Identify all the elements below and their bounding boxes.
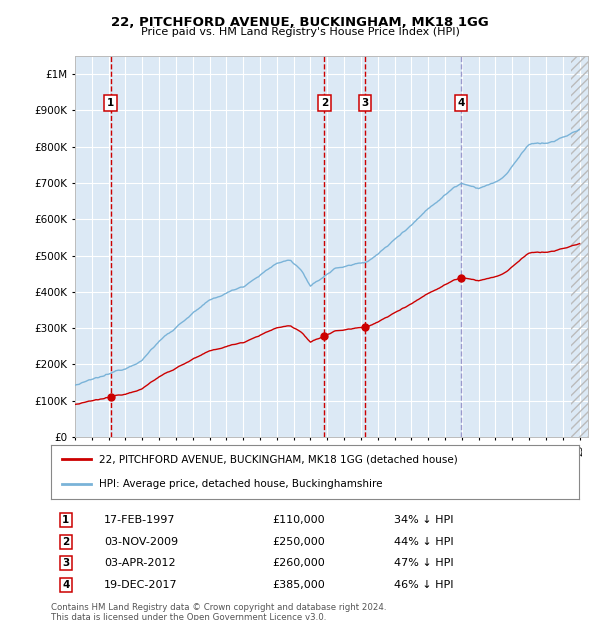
Text: 4: 4	[62, 580, 70, 590]
Text: 17-FEB-1997: 17-FEB-1997	[104, 515, 175, 525]
Text: 22, PITCHFORD AVENUE, BUCKINGHAM, MK18 1GG: 22, PITCHFORD AVENUE, BUCKINGHAM, MK18 1…	[111, 16, 489, 29]
Text: 44% ↓ HPI: 44% ↓ HPI	[394, 537, 454, 547]
Text: £385,000: £385,000	[273, 580, 326, 590]
Text: 22, PITCHFORD AVENUE, BUCKINGHAM, MK18 1GG (detached house): 22, PITCHFORD AVENUE, BUCKINGHAM, MK18 1…	[98, 454, 457, 464]
Text: 2: 2	[321, 98, 328, 108]
Text: 1: 1	[62, 515, 70, 525]
Text: 4: 4	[457, 98, 465, 108]
Text: £260,000: £260,000	[273, 558, 326, 568]
Text: 3: 3	[62, 558, 70, 568]
Text: 03-APR-2012: 03-APR-2012	[104, 558, 175, 568]
Text: Contains HM Land Registry data © Crown copyright and database right 2024.
This d: Contains HM Land Registry data © Crown c…	[51, 603, 386, 620]
Text: Price paid vs. HM Land Registry's House Price Index (HPI): Price paid vs. HM Land Registry's House …	[140, 27, 460, 37]
Text: 3: 3	[362, 98, 369, 108]
Text: £110,000: £110,000	[273, 515, 325, 525]
Text: 1: 1	[107, 98, 114, 108]
Text: 03-NOV-2009: 03-NOV-2009	[104, 537, 178, 547]
Text: 19-DEC-2017: 19-DEC-2017	[104, 580, 178, 590]
Text: 34% ↓ HPI: 34% ↓ HPI	[394, 515, 454, 525]
Text: £250,000: £250,000	[273, 537, 326, 547]
Text: 2: 2	[62, 537, 70, 547]
Text: HPI: Average price, detached house, Buckinghamshire: HPI: Average price, detached house, Buck…	[98, 479, 382, 489]
Text: 47% ↓ HPI: 47% ↓ HPI	[394, 558, 454, 568]
Text: 46% ↓ HPI: 46% ↓ HPI	[394, 580, 454, 590]
